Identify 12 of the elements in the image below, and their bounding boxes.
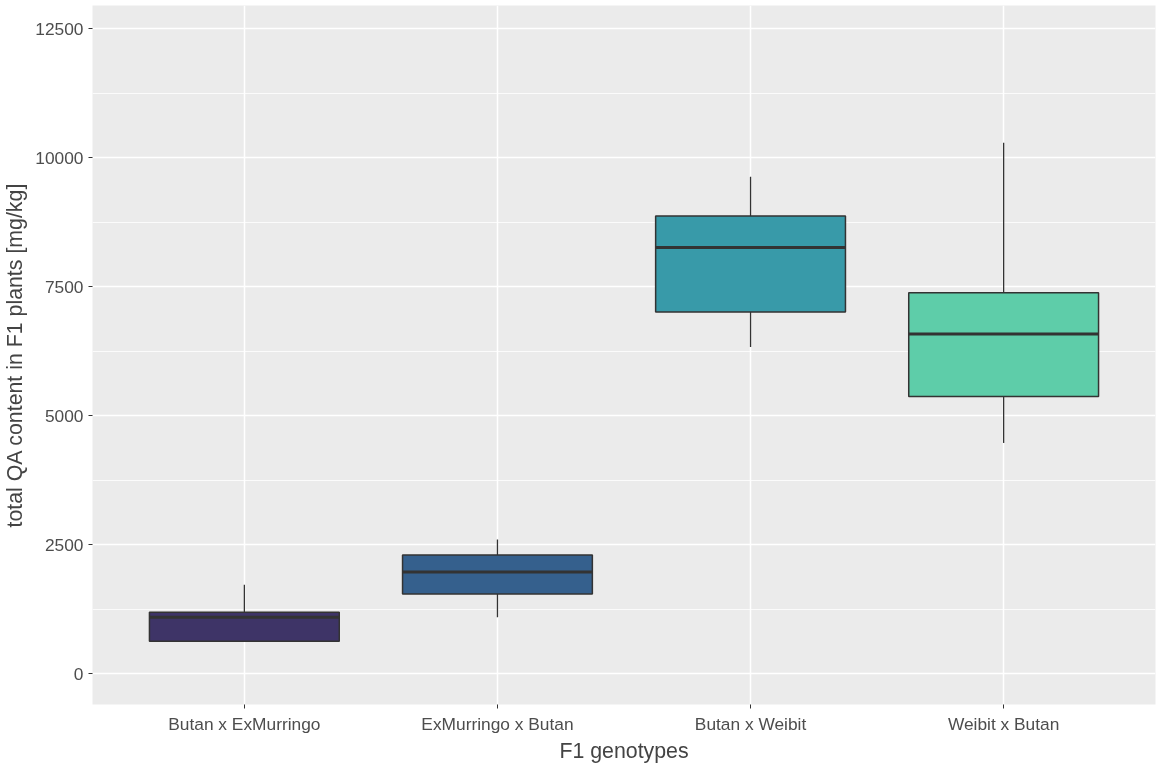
- x-axis-title: F1 genotypes: [559, 738, 689, 763]
- y-tick-label: 2500: [44, 534, 84, 555]
- y-tick-label: 10000: [35, 147, 84, 168]
- x-tick-label: Butan x ExMurringo: [168, 713, 321, 734]
- y-tick-label: 5000: [44, 405, 84, 426]
- y-tick-label: 7500: [44, 276, 84, 297]
- y-tick-label: 0: [73, 663, 84, 684]
- x-tick-label: Butan x Weibit: [694, 713, 807, 734]
- y-axis-title: total QA content in F1 plants [mg/kg]: [3, 183, 28, 528]
- x-tick-label: Weibit x Butan: [947, 713, 1060, 734]
- x-tick-label: ExMurringo x Butan: [421, 713, 574, 734]
- y-tick-label: 12500: [35, 18, 84, 39]
